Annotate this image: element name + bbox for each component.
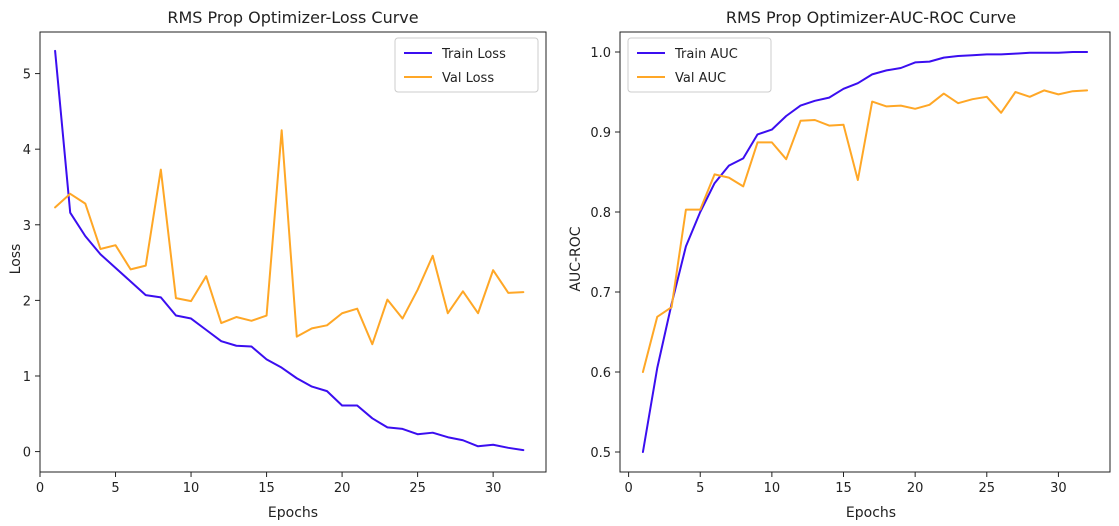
loss-y-tick-label: 0 xyxy=(23,446,31,461)
auc-legend-box xyxy=(627,37,772,93)
auc-y-tick-label: 1.0 xyxy=(590,46,611,61)
loss-y-tick-label: 2 xyxy=(23,294,31,309)
loss-series-train-loss-line xyxy=(54,49,525,452)
auc-chart-ylabel: AUC-ROC xyxy=(568,226,584,291)
auc-x-tick-label: 15 xyxy=(835,481,852,496)
loss-chart-xlabel: Epochs xyxy=(268,505,318,521)
auc-series-val-auc-line xyxy=(641,89,1089,373)
loss-x-tick-label: 5 xyxy=(111,481,119,496)
auc-x-tick-label: 5 xyxy=(696,481,704,496)
auc-y-tick-label: 0.5 xyxy=(590,446,611,461)
auc-x-tick-label: 20 xyxy=(907,481,924,496)
loss-x-tick-label: 15 xyxy=(258,481,275,496)
auc-chart-xlabel: Epochs xyxy=(846,505,896,521)
loss-y-tick-label: 4 xyxy=(23,143,31,158)
auc-chart-plot: 0 5 10 15 20 25 30 0.5 0.6 0.7 0.8 0.9 1.0 Train AUC V… xyxy=(590,31,1111,496)
loss-y-tick-label: 5 xyxy=(23,68,31,83)
auc-chart-title: RMS Prop Optimizer-AUC-ROC Curve xyxy=(726,8,1016,27)
auc-y-tick-label: 0.7 xyxy=(590,286,611,301)
loss-series-val-loss-line xyxy=(54,129,525,346)
loss-x-tick-label: 20 xyxy=(334,481,351,496)
loss-legend-label: Train Loss xyxy=(441,47,506,62)
loss-x-tick-label: 10 xyxy=(183,481,200,496)
loss-chart-ylabel: Loss xyxy=(8,244,24,275)
loss-x-tick-label: 0 xyxy=(36,481,44,496)
auc-legend: Train AUC Val AUC xyxy=(627,37,772,93)
auc-x-tick-label: 25 xyxy=(979,481,996,496)
loss-chart-title: RMS Prop Optimizer-Loss Curve xyxy=(167,8,418,27)
loss-plot-frame xyxy=(39,31,547,473)
auc-y-tick-label: 0.8 xyxy=(590,206,611,221)
auc-x-tick-label: 30 xyxy=(1050,481,1067,496)
loss-legend: Train Loss Val Loss xyxy=(394,37,539,93)
auc-x-tick-label: 10 xyxy=(764,481,781,496)
auc-plot-frame xyxy=(619,31,1111,473)
auc-legend-label: Val AUC xyxy=(675,71,726,86)
loss-legend-label: Val Loss xyxy=(442,71,494,86)
auc-legend-label: Train AUC xyxy=(674,47,738,62)
auc-series-train-auc-line xyxy=(641,51,1089,453)
loss-y-tick-label: 1 xyxy=(23,370,31,385)
auc-y-tick-label: 0.9 xyxy=(590,126,611,141)
loss-legend-box xyxy=(394,37,539,93)
loss-chart-plot: 0 5 10 15 20 25 30 0 1 2 3 4 5 Train Loss Val Loss xyxy=(23,31,547,496)
loss-x-tick-label: 30 xyxy=(485,481,502,496)
loss-y-tick-label: 3 xyxy=(23,219,31,234)
loss-x-tick-label: 25 xyxy=(409,481,426,496)
auc-x-tick-label: 0 xyxy=(624,481,632,496)
auc-y-tick-label: 0.6 xyxy=(590,366,611,381)
